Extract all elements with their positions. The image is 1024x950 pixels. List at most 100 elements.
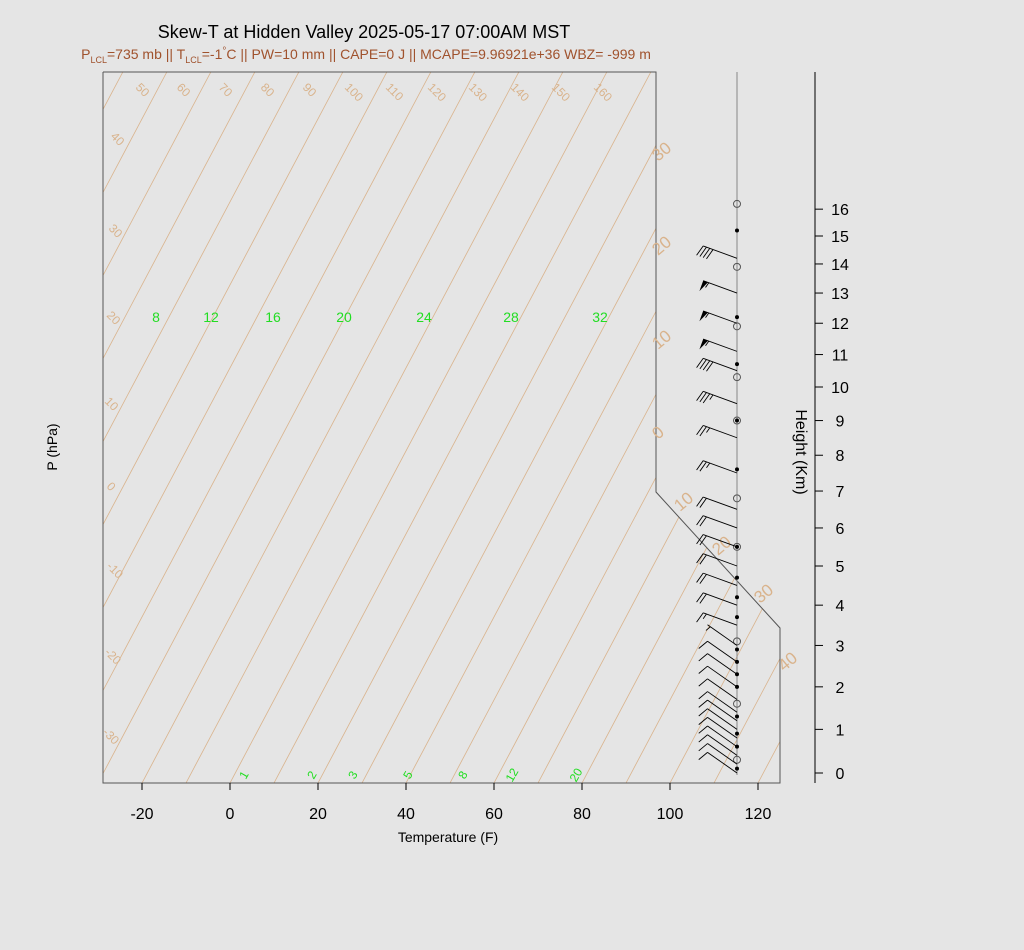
barb-feather <box>696 592 704 603</box>
height-tick-label: 4 <box>836 598 845 615</box>
temperature-tick-label: 20 <box>309 806 327 823</box>
barb-feather <box>699 392 707 403</box>
moist-adiabat-label: 32 <box>592 309 608 325</box>
barb-feather <box>702 248 711 258</box>
wind-barb <box>696 425 738 439</box>
temperature-tick-label: 120 <box>745 806 772 823</box>
height-circle-marker <box>733 262 741 271</box>
height-tick-label: 15 <box>831 229 849 246</box>
isotherm-line <box>273 72 652 783</box>
height-tick-label: 10 <box>831 380 849 397</box>
wind-barb <box>696 515 738 529</box>
barb-staff <box>707 699 738 722</box>
barb-staff <box>703 553 738 567</box>
height-dot-marker <box>735 315 739 320</box>
barb-pennant <box>699 310 708 322</box>
barb-pennant <box>699 280 708 292</box>
barb-feather <box>698 725 708 734</box>
wind-barb <box>696 553 738 567</box>
height-tick-label: 12 <box>831 316 849 333</box>
moist-adiabat-label: 20 <box>336 309 352 325</box>
mixing-ratio-label: 20 <box>567 765 586 784</box>
height-circle-marker <box>733 199 741 208</box>
height-circle-marker <box>733 494 741 503</box>
barb-feather <box>699 516 707 527</box>
plot-area <box>103 72 780 783</box>
height-dot-marker <box>735 595 739 600</box>
barb-staff <box>703 515 738 529</box>
wind-barb <box>698 691 738 713</box>
isotherm-line <box>934 72 1024 783</box>
wind-barb <box>698 725 738 748</box>
barb-staff <box>703 425 738 439</box>
height-tick-label: 1 <box>836 722 845 739</box>
wind-barb <box>699 310 738 324</box>
wind-barb <box>698 743 738 765</box>
height-circle-marker <box>733 699 741 708</box>
height-circle-marker <box>733 755 741 764</box>
barb-staff <box>707 716 738 739</box>
barb-staff <box>703 338 738 352</box>
isotherm-line <box>713 72 780 783</box>
height-dot-marker <box>735 228 739 233</box>
barb-feather <box>699 574 707 584</box>
barb-staff <box>707 691 738 713</box>
chart-subtitle: PLCL=735 mb || TLCL=-1°C || PW=10 mm || … <box>81 46 651 65</box>
wind-barb <box>698 699 738 722</box>
chart-title: Skew-T at Hidden Valley 2025-05-17 07:00… <box>158 22 571 42</box>
barb-feather <box>698 653 708 662</box>
wind-barb <box>699 338 738 352</box>
isotherm-label-large: 10 <box>670 488 697 515</box>
height-tick-label: 16 <box>831 202 849 219</box>
isotherm-line <box>625 72 780 783</box>
barb-feather <box>696 515 704 526</box>
barb-staff <box>707 653 738 675</box>
barb-feather <box>696 425 704 436</box>
wind-barb <box>705 624 738 646</box>
degree-c: C <box>226 46 236 62</box>
barb-feather <box>698 752 708 760</box>
height-dot-marker <box>735 467 739 472</box>
isotherm-line <box>103 72 300 783</box>
barb-feather <box>698 717 708 725</box>
height-dot-marker <box>735 766 739 771</box>
plot-border <box>102 71 781 784</box>
barb-staff <box>703 280 738 294</box>
wind-barb <box>698 734 738 756</box>
barb-half-feather <box>702 613 707 619</box>
isotherm-line <box>317 72 696 783</box>
barb-feather <box>696 612 704 623</box>
wind-barb <box>698 708 738 730</box>
lcl-t-sub: LCL <box>185 55 202 65</box>
barb-staff <box>703 390 738 405</box>
barb-staff <box>703 592 738 606</box>
moist-adiabat-label: 12 <box>203 309 219 325</box>
barb-feather <box>699 426 707 437</box>
subtitle-rest: || PW=10 mm || CAPE=0 J || MCAPE=9.96921… <box>236 46 650 62</box>
temperature-tick-label: -20 <box>130 806 153 823</box>
barb-feather <box>698 678 708 687</box>
barb-feather <box>696 496 704 507</box>
barb-half-feather <box>705 312 710 318</box>
barb-feather <box>696 553 704 564</box>
barb-feather <box>699 461 707 472</box>
barb-feather <box>702 360 711 371</box>
barb-staff <box>707 751 738 774</box>
lcl-p-label: P <box>81 46 90 62</box>
isotherm-line <box>103 72 476 783</box>
isotherm-line <box>103 72 432 783</box>
wind-barb <box>696 572 738 586</box>
height-tick-label: 11 <box>832 348 849 365</box>
degree-symbol: ° <box>222 46 226 57</box>
wind-barb <box>698 716 738 739</box>
wind-barb <box>696 390 738 405</box>
height-tick-label: 3 <box>836 638 845 655</box>
height-dot-marker <box>735 647 739 652</box>
isotherm-line <box>103 72 344 783</box>
barb-staff <box>707 665 738 688</box>
barb-staff <box>703 496 738 510</box>
height-tick-label: 5 <box>836 559 845 576</box>
temperature-tick-label: 100 <box>657 806 684 823</box>
barb-half-feather <box>705 626 711 631</box>
